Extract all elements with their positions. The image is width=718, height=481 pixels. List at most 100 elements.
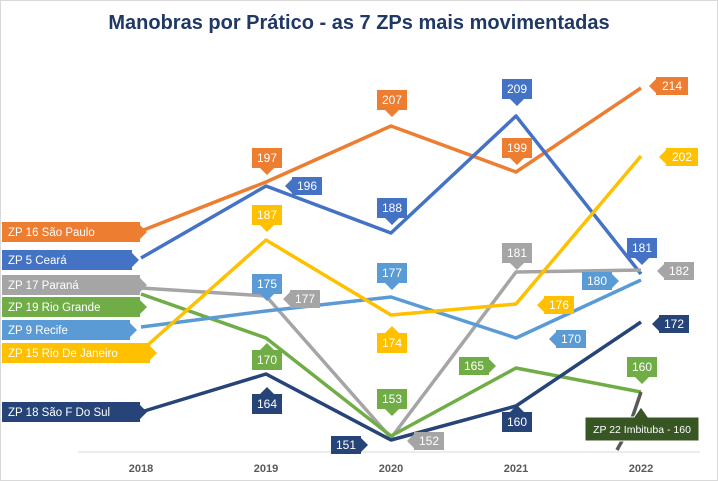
data-label-3-3-box xyxy=(459,357,496,375)
data-label-0-4-box xyxy=(649,77,688,95)
data-label: 177 xyxy=(295,292,315,306)
data-label-5-3-box xyxy=(537,296,574,314)
data-label-0-2: 207 xyxy=(377,90,407,117)
chart-title: Manobras por Prático - as 7 ZPs mais mov… xyxy=(108,12,610,34)
data-label-4-1: 175 xyxy=(252,274,282,301)
data-label: 207 xyxy=(382,93,402,107)
data-label-2-4-box xyxy=(657,262,694,280)
data-label-1-1-box xyxy=(285,177,322,195)
data-label-3-2: 153 xyxy=(377,389,407,416)
legend-label: ZP 19 Rio Grande xyxy=(8,302,100,314)
data-label: 199 xyxy=(507,141,527,155)
data-label-2-2: 152 xyxy=(407,432,444,450)
data-label-6-4-box xyxy=(652,315,689,333)
legend-entry: ZP 9 Recife xyxy=(2,320,137,340)
data-label-3-3: 165 xyxy=(459,357,496,375)
data-label-5-1: 187 xyxy=(252,205,282,232)
x-tick-label: 2019 xyxy=(254,463,278,475)
legend-entry: ZP 17 Paraná xyxy=(2,275,147,295)
data-label-3-2-box xyxy=(377,389,407,416)
data-label-4-1-box xyxy=(252,274,282,301)
data-label: 181 xyxy=(507,246,527,260)
data-label-4-2: 177 xyxy=(377,263,407,290)
data-label: 181 xyxy=(632,241,652,255)
data-label-0-1: 197 xyxy=(252,148,282,175)
legend-swatch xyxy=(2,297,147,317)
legend-swatch xyxy=(2,222,147,242)
data-label-2-1: 177 xyxy=(283,290,320,308)
data-label: 177 xyxy=(382,266,402,280)
legend-swatch xyxy=(2,402,147,422)
data-label-6-4: 172 xyxy=(652,315,689,333)
series-line xyxy=(139,154,643,353)
data-label: 160 xyxy=(632,360,652,374)
data-label-3-4-box xyxy=(627,357,657,384)
data-label-2-3: 181 xyxy=(502,243,532,270)
legend-swatch xyxy=(2,320,137,340)
data-label: 176 xyxy=(549,298,569,312)
annotation-label: ZP 22 Imbituba - 160 xyxy=(593,424,691,436)
series-line xyxy=(140,114,643,276)
legend-entry: ZP 5 Ceará xyxy=(2,250,139,270)
data-label: 152 xyxy=(419,434,439,448)
data-label: 180 xyxy=(587,274,607,288)
legend-label: ZP 18 São F Do Sul xyxy=(8,407,110,419)
data-label-0-3: 199 xyxy=(502,138,532,165)
legend-entry: ZP 18 São F Do Sul xyxy=(2,402,147,422)
annotation-callout: ZP 22 Imbituba - 160 xyxy=(584,406,700,442)
data-label: 170 xyxy=(561,332,581,346)
data-label-3-1-box xyxy=(252,343,282,370)
legend-swatch xyxy=(2,275,147,295)
data-label-6-1: 164 xyxy=(252,387,282,414)
data-label: 175 xyxy=(257,277,277,291)
data-label-1-2: 188 xyxy=(377,198,407,225)
data-label-4-3: 170 xyxy=(549,330,586,348)
data-label-2-1-box xyxy=(283,290,320,308)
data-label-3-1: 170 xyxy=(252,343,282,370)
data-label-1-2-box xyxy=(377,198,407,225)
series-line xyxy=(140,268,642,440)
x-tick-label: 2020 xyxy=(379,463,403,475)
data-label-1-3-box xyxy=(502,79,532,106)
data-label-1-3: 209 xyxy=(502,79,532,106)
data-label-6-3: 160 xyxy=(502,405,532,432)
data-label-0-2-box xyxy=(377,90,407,117)
legend-label: ZP 5 Ceará xyxy=(8,255,67,267)
data-label-4-3-box xyxy=(549,330,586,348)
data-label-4-2-box xyxy=(377,263,407,290)
series-line xyxy=(140,86,642,233)
data-label-5-4: 202 xyxy=(659,148,698,166)
data-label-5-4-box xyxy=(659,148,698,166)
series-line xyxy=(140,278,642,340)
data-label: 182 xyxy=(669,264,689,278)
data-label-0-3-box xyxy=(502,138,532,165)
data-label: 209 xyxy=(507,82,527,96)
data-label-4-4-box xyxy=(582,272,619,290)
data-label-2-3-box xyxy=(502,243,532,270)
data-label-2-2-box xyxy=(407,432,444,450)
legend-entry: ZP 19 Rio Grande xyxy=(2,297,147,317)
x-tick-label: 2018 xyxy=(129,463,153,475)
data-label-1-1: 196 xyxy=(285,177,322,195)
data-label: 172 xyxy=(664,317,684,331)
data-label: 174 xyxy=(382,336,402,350)
data-label-2-4: 182 xyxy=(657,262,694,280)
data-label-1-4-box xyxy=(627,238,657,265)
data-label: 202 xyxy=(672,150,692,164)
legend-swatch xyxy=(2,250,139,270)
legend-label: ZP 15 Rio De Janeiro xyxy=(8,348,118,360)
legend-entry: ZP 15 Rio De Janeiro xyxy=(2,343,157,363)
data-label-4-4: 180 xyxy=(582,272,619,290)
data-label: 165 xyxy=(464,359,484,373)
data-label: 214 xyxy=(662,79,682,93)
legend-swatch xyxy=(2,343,157,363)
data-label: 153 xyxy=(382,392,402,406)
data-label: 196 xyxy=(297,179,317,193)
series-line xyxy=(140,320,642,442)
data-label-6-1-box xyxy=(252,387,282,414)
data-label: 170 xyxy=(257,353,277,367)
data-label-6-2: 151 xyxy=(331,436,368,454)
data-label: 197 xyxy=(257,151,277,165)
legend-label: ZP 16 São Paulo xyxy=(8,227,95,239)
